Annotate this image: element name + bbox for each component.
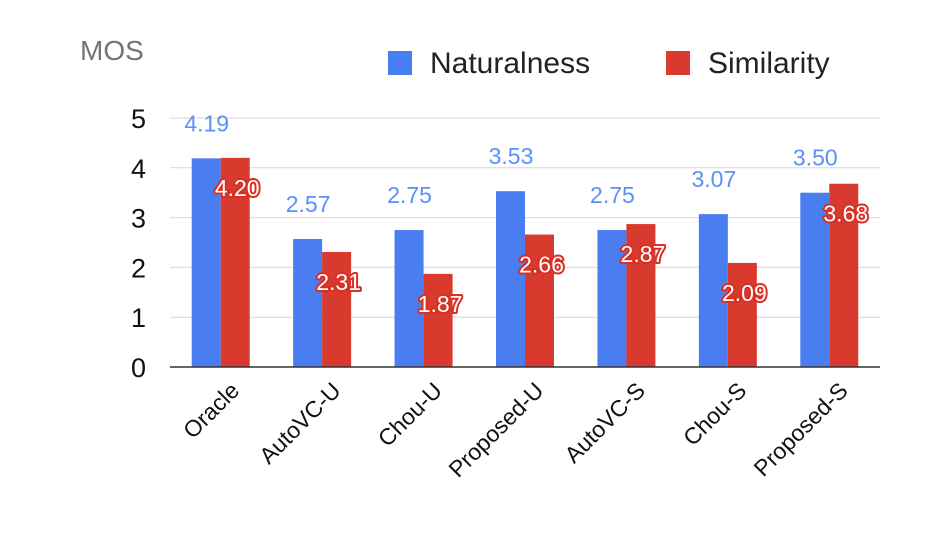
x-tick-label-proposed-s: Proposed-S [749,377,853,481]
bar-naturalness-autovc-u [293,239,323,367]
bar-similarity-autovc-u [322,251,352,367]
y-tick-label-4: 4 [131,154,146,184]
bar-similarity-autovc-s [626,224,656,367]
legend-label-naturalness: Naturalness [430,47,590,80]
data-label-similarity-autovc-u: 2.31 [316,269,361,295]
y-axis-title: MOS [80,35,144,66]
bars [191,157,859,367]
data-label-similarity-chou-s: 2.09 [722,280,767,306]
data-labels: 4.19 4.20 2.57 2.31 2.75 1.87 3.53 2.66 2.75 2.87… [184,110,870,319]
y-tick-label-1: 1 [131,303,146,333]
x-tick-label-proposed-u: Proposed-U [443,377,548,482]
data-label-naturalness-chou-s: 3.07 [691,166,736,192]
x-tick-label-autovc-s: AutoVC-S [559,377,650,468]
y-tick-label-3: 3 [131,204,146,234]
data-label-naturalness-oracle: 4.19 [184,110,229,136]
bar-similarity-chou-s [727,262,757,367]
data-label-similarity-proposed-s: 3.68 [823,201,868,227]
bar-similarity-proposed-u [525,234,554,367]
data-label-naturalness-autovc-s: 2.75 [590,182,635,208]
bar-similarity-oracle [220,157,250,367]
bar-naturalness-proposed-s [800,192,830,367]
legend-swatch-naturalness [388,51,412,75]
bar-naturalness-chou-s [698,214,728,367]
data-label-similarity-proposed-u: 2.66 [519,252,564,278]
bar-naturalness-oracle [191,158,221,367]
bar-similarity-chou-u [423,273,453,367]
data-label-naturalness-chou-u: 2.75 [387,182,432,208]
legend-item-naturalness: Naturalness [388,47,590,80]
x-tick-label-autovc-u: AutoVC-U [254,377,346,469]
data-label-similarity-autovc-s: 2.87 [621,241,666,267]
data-label-naturalness-autovc-u: 2.57 [286,191,331,217]
bar-similarity-proposed-s [829,183,859,367]
y-tick-label-0: 0 [131,353,146,383]
data-label-similarity-chou-u: 1.87 [418,291,463,317]
y-tick-label-5: 5 [131,104,146,134]
y-tick-label-2: 2 [131,253,146,283]
legend-swatch-similarity [666,51,690,75]
bar-naturalness-chou-u [394,230,424,367]
data-label-naturalness-proposed-u: 3.53 [489,143,534,169]
legend: Naturalness Similarity [388,47,830,80]
y-axis-ticks: 0 1 2 3 4 5 [131,104,146,383]
x-tick-label-chou-s: Chou-S [678,377,752,451]
data-label-naturalness-proposed-s: 3.50 [793,145,838,171]
x-tick-label-chou-u: Chou-U [373,377,447,451]
legend-label-similarity: Similarity [708,47,830,80]
x-tick-label-oracle: Oracle [178,377,244,443]
bar-naturalness-proposed-u [496,191,525,367]
bar-naturalness-autovc-s [597,230,627,367]
legend-item-similarity: Similarity [666,47,830,80]
data-label-similarity-oracle: 4.20 [215,175,260,201]
